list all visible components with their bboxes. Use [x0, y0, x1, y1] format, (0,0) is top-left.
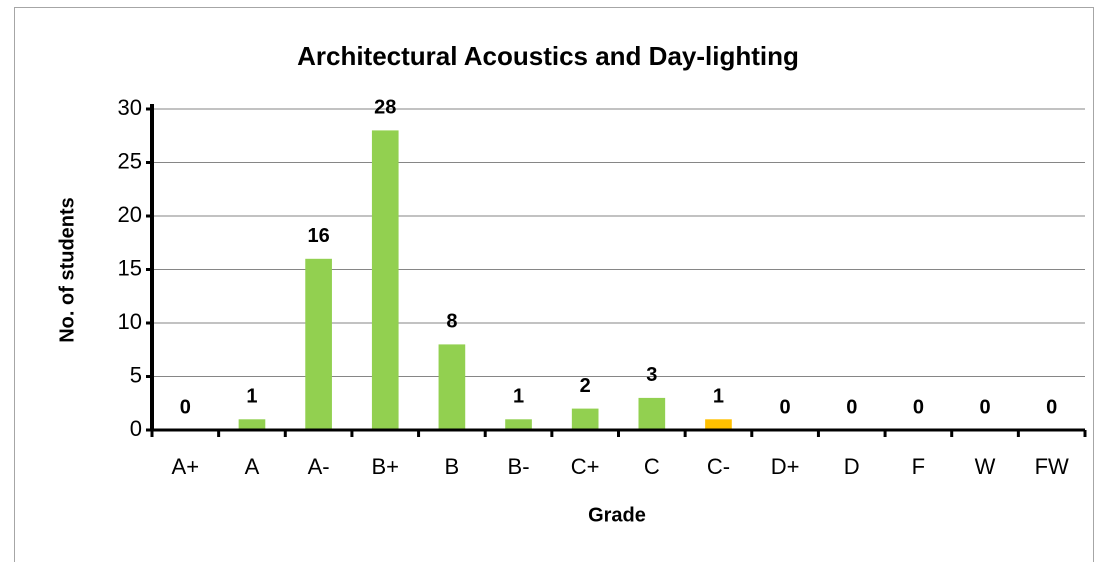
x-tick-label: A- — [308, 454, 330, 479]
x-tick-label: C- — [707, 454, 730, 479]
bar — [371, 130, 399, 430]
x-tick-label: A+ — [172, 454, 200, 479]
chart-title: Architectural Acoustics and Day-lighting — [297, 41, 799, 71]
x-axis-label: Grade — [588, 504, 646, 526]
y-tick-label: 15 — [118, 255, 142, 280]
x-tick-label: B — [445, 454, 460, 479]
chart-border — [14, 7, 1094, 562]
bar — [705, 419, 732, 430]
value-label: 1 — [246, 386, 257, 408]
bar — [305, 258, 332, 430]
x-tick-label: D — [844, 454, 860, 479]
x-tick-label: A — [245, 454, 260, 479]
bar — [638, 397, 666, 430]
y-tick-label: 25 — [118, 148, 142, 173]
value-label: 1 — [713, 386, 724, 408]
value-label: 0 — [1046, 396, 1057, 418]
x-tick-label: D+ — [771, 454, 800, 479]
x-tick-label: C — [644, 454, 660, 479]
y-tick-label: 30 — [118, 95, 142, 120]
bar — [438, 344, 466, 430]
value-label: 0 — [180, 396, 191, 418]
y-axis-label: No. of students — [56, 197, 78, 343]
y-tick-label: 10 — [118, 309, 142, 334]
value-label: 0 — [913, 396, 924, 418]
value-label: 0 — [780, 396, 791, 418]
value-label: 3 — [646, 364, 657, 386]
value-label: 2 — [580, 375, 591, 397]
x-tick-label: FW — [1035, 454, 1069, 479]
value-label: 8 — [446, 311, 457, 333]
bar — [571, 408, 599, 430]
x-tick-label: W — [975, 454, 996, 479]
x-tick-label: B- — [508, 454, 530, 479]
bar — [238, 419, 266, 430]
value-label: 28 — [374, 97, 396, 119]
value-label: 0 — [979, 396, 990, 418]
y-tick-label: 20 — [118, 202, 142, 227]
x-tick-label: F — [912, 454, 925, 479]
x-tick-label: C+ — [571, 454, 600, 479]
value-label: 16 — [307, 225, 329, 247]
bar — [505, 419, 532, 430]
y-tick-label: 0 — [130, 416, 142, 441]
y-tick-label: 5 — [130, 362, 142, 387]
x-tick-label: B+ — [371, 454, 399, 479]
value-label: 1 — [513, 386, 524, 408]
value-label: 0 — [846, 396, 857, 418]
